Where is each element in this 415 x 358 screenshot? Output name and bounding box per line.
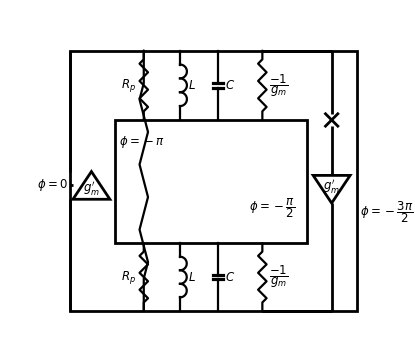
Text: $g_m^{\prime}$: $g_m^{\prime}$ <box>323 177 340 195</box>
Text: $g_m^{\prime}$: $g_m^{\prime}$ <box>83 179 100 198</box>
Text: $\phi = 0$: $\phi = 0$ <box>37 178 68 193</box>
Text: $L$: $L$ <box>188 79 195 92</box>
Text: $\phi = -\dfrac{3\pi}{2}$: $\phi = -\dfrac{3\pi}{2}$ <box>360 199 413 225</box>
Text: $\dfrac{-1}{g_m}$: $\dfrac{-1}{g_m}$ <box>269 72 288 99</box>
Text: $R_p$: $R_p$ <box>121 77 136 94</box>
Text: $C$: $C$ <box>225 79 236 92</box>
Text: $\dfrac{-1}{g_m}$: $\dfrac{-1}{g_m}$ <box>269 264 288 290</box>
Text: $\phi = -\dfrac{\pi}{2}$: $\phi = -\dfrac{\pi}{2}$ <box>249 197 295 221</box>
Text: $C$: $C$ <box>225 271 236 284</box>
Text: $L$: $L$ <box>188 271 195 284</box>
Text: $\phi = -\pi$: $\phi = -\pi$ <box>119 134 165 150</box>
Text: $R_p$: $R_p$ <box>121 268 136 286</box>
